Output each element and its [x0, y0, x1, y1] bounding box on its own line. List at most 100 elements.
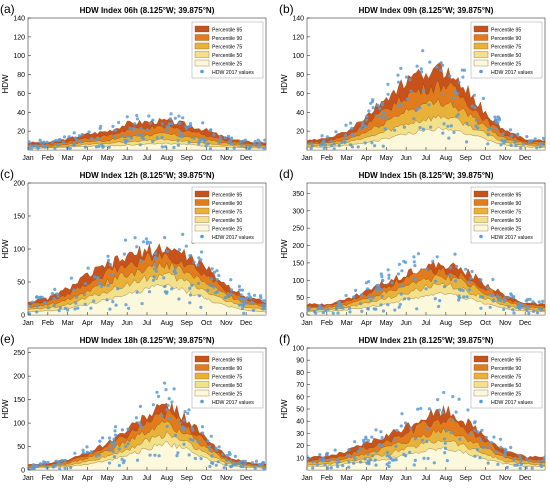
data-point	[73, 307, 77, 311]
legend-marker	[479, 399, 483, 404]
data-point	[243, 459, 247, 463]
legend-swatch	[473, 207, 489, 215]
data-point	[474, 118, 479, 122]
legend-swatch	[194, 389, 210, 397]
data-point	[188, 437, 193, 441]
data-point	[441, 410, 445, 415]
data-point	[344, 293, 348, 298]
data-point	[208, 464, 212, 469]
data-point	[209, 128, 213, 132]
data-point	[52, 296, 56, 301]
data-point	[484, 435, 488, 440]
data-point	[242, 311, 246, 315]
y-tick-label: 120	[13, 34, 25, 41]
legend-entry: Percentile 90	[491, 36, 521, 42]
legend-entry: Percentile 90	[212, 366, 242, 372]
data-point	[98, 439, 102, 443]
data-point	[227, 450, 231, 455]
data-point	[53, 146, 57, 150]
legend-entry: Percentile 25	[491, 227, 521, 233]
data-point	[238, 296, 242, 300]
data-point	[447, 136, 451, 140]
data-point	[154, 257, 158, 261]
data-point	[209, 277, 214, 281]
panel-c: (c) HDW Index 12h (8.125°W; 39.875°N) 0 50 1…	[0, 167, 267, 327]
data-point	[504, 448, 508, 452]
data-point	[217, 140, 221, 145]
data-point	[352, 461, 356, 465]
data-point	[54, 138, 58, 142]
data-point	[457, 296, 461, 300]
data-point	[87, 130, 91, 134]
data-point	[337, 144, 341, 148]
data-point	[262, 146, 266, 150]
data-point	[370, 100, 374, 104]
data-point	[206, 142, 210, 146]
data-point	[124, 444, 128, 449]
data-point	[197, 281, 201, 285]
data-point	[385, 454, 389, 458]
data-point	[125, 139, 129, 143]
data-point	[457, 397, 461, 401]
data-point	[253, 142, 257, 146]
legend-swatch	[473, 381, 489, 388]
legend-swatch	[473, 216, 489, 223]
data-point	[160, 414, 164, 418]
data-point	[181, 116, 185, 120]
y-tick-label: 350	[292, 191, 304, 198]
data-point	[112, 444, 116, 448]
data-point	[399, 103, 403, 107]
data-point	[453, 252, 457, 256]
data-point	[421, 127, 426, 131]
data-point	[135, 113, 139, 118]
data-point	[307, 455, 309, 459]
data-point	[496, 115, 500, 119]
legend: Percentile 95 Percentile 90 Percentile 75 P…	[191, 186, 264, 244]
data-point	[321, 459, 325, 463]
data-point	[109, 440, 114, 444]
data-point	[399, 66, 403, 70]
x-tick-label: May	[101, 475, 115, 482]
data-point	[541, 142, 545, 146]
data-point	[359, 127, 363, 131]
area-percentile-25	[307, 126, 545, 150]
data-point	[541, 458, 545, 462]
data-point	[184, 125, 188, 129]
data-point	[394, 458, 398, 462]
data-point	[57, 309, 61, 313]
legend-swatch	[473, 42, 489, 50]
data-point	[243, 297, 247, 301]
data-point	[380, 101, 385, 105]
legend-swatch	[473, 25, 489, 33]
y-axis-label: HDW	[280, 74, 289, 94]
data-point	[422, 89, 426, 93]
data-point	[383, 127, 387, 131]
data-point	[335, 458, 339, 462]
data-point	[144, 237, 148, 241]
data-point	[510, 134, 514, 138]
data-point	[206, 439, 210, 443]
x-tick-label: Feb	[321, 475, 333, 482]
data-point	[499, 143, 503, 147]
data-point	[248, 295, 252, 299]
data-point	[111, 300, 115, 304]
data-point	[413, 437, 417, 441]
data-point	[114, 433, 118, 437]
data-point	[393, 308, 397, 312]
x-tick-label: Jul	[422, 320, 431, 327]
y-tick-label: 100	[292, 346, 304, 353]
data-point	[535, 311, 540, 315]
data-point	[178, 134, 182, 138]
data-point	[135, 117, 140, 121]
data-point	[537, 300, 541, 304]
legend-swatch	[194, 364, 210, 371]
data-point	[94, 138, 98, 142]
data-point	[206, 288, 210, 292]
data-point	[42, 140, 46, 144]
data-point	[151, 278, 156, 282]
x-tick-label: Jul	[422, 155, 431, 162]
data-point	[350, 145, 354, 149]
data-point	[262, 467, 266, 470]
data-point	[112, 135, 116, 139]
data-point	[233, 462, 237, 466]
